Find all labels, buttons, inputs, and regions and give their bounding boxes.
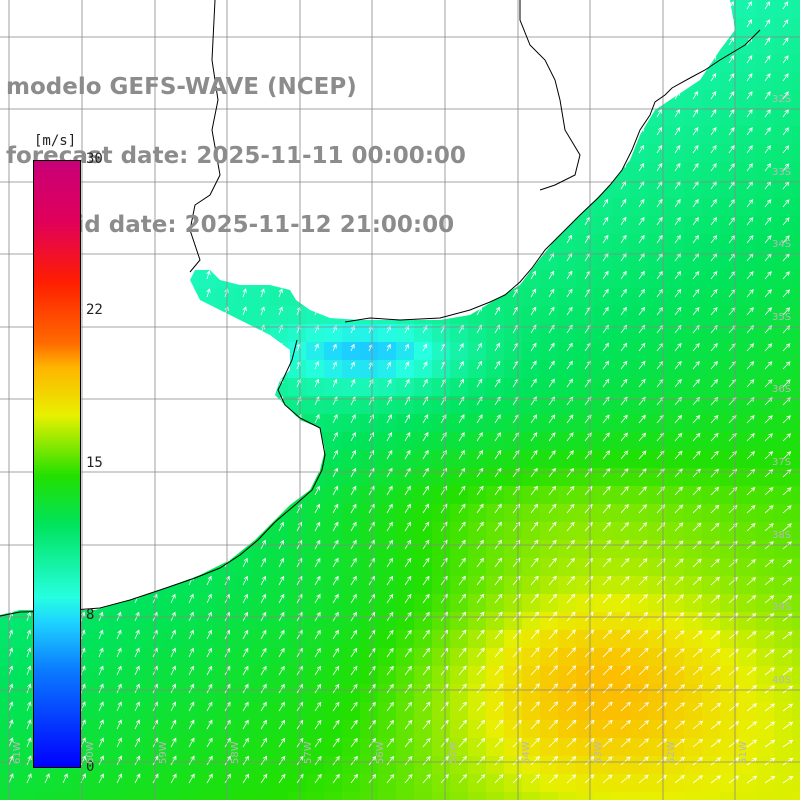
lat-label: 40S xyxy=(772,675,792,686)
colorbar-unit: [m/s] xyxy=(34,133,77,149)
colorbar-tick: 8 xyxy=(86,607,95,623)
lat-label: 33S xyxy=(772,167,792,178)
lon-label: 61W xyxy=(12,741,23,764)
lon-label: 55W xyxy=(448,741,459,764)
title-forecast-date: forecast date: 2025-11-11 00:00:00 xyxy=(6,143,466,169)
lat-label: 34S xyxy=(772,239,792,250)
coastline xyxy=(0,0,761,617)
lon-label: 52W xyxy=(666,741,677,764)
lon-label: 58W xyxy=(230,741,241,764)
colorbar-tick: 22 xyxy=(86,302,103,318)
colorbar xyxy=(33,160,81,768)
lon-label: 54W xyxy=(521,741,532,764)
colorbar-tick: 30 xyxy=(86,151,103,167)
lon-label: 59W xyxy=(158,741,169,764)
lat-label: 36S xyxy=(772,384,792,395)
land-mass xyxy=(0,0,735,615)
lat-label: 32S xyxy=(772,94,792,105)
lat-label: 35S xyxy=(772,312,792,323)
lon-label: 51W xyxy=(738,741,749,764)
lon-label: 57W xyxy=(303,741,314,764)
lat-label: 39S xyxy=(772,602,792,613)
lon-label: 53W xyxy=(593,741,604,764)
lat-label: 37S xyxy=(772,457,792,468)
colorbar-tick: 15 xyxy=(86,455,103,471)
lat-label: 38S xyxy=(772,530,792,541)
lon-label: 60W xyxy=(85,741,96,764)
lon-label: 56W xyxy=(375,741,386,764)
title-model: modelo GEFS-WAVE (NCEP) xyxy=(6,74,357,100)
colorbar-tick: 0 xyxy=(86,759,95,775)
